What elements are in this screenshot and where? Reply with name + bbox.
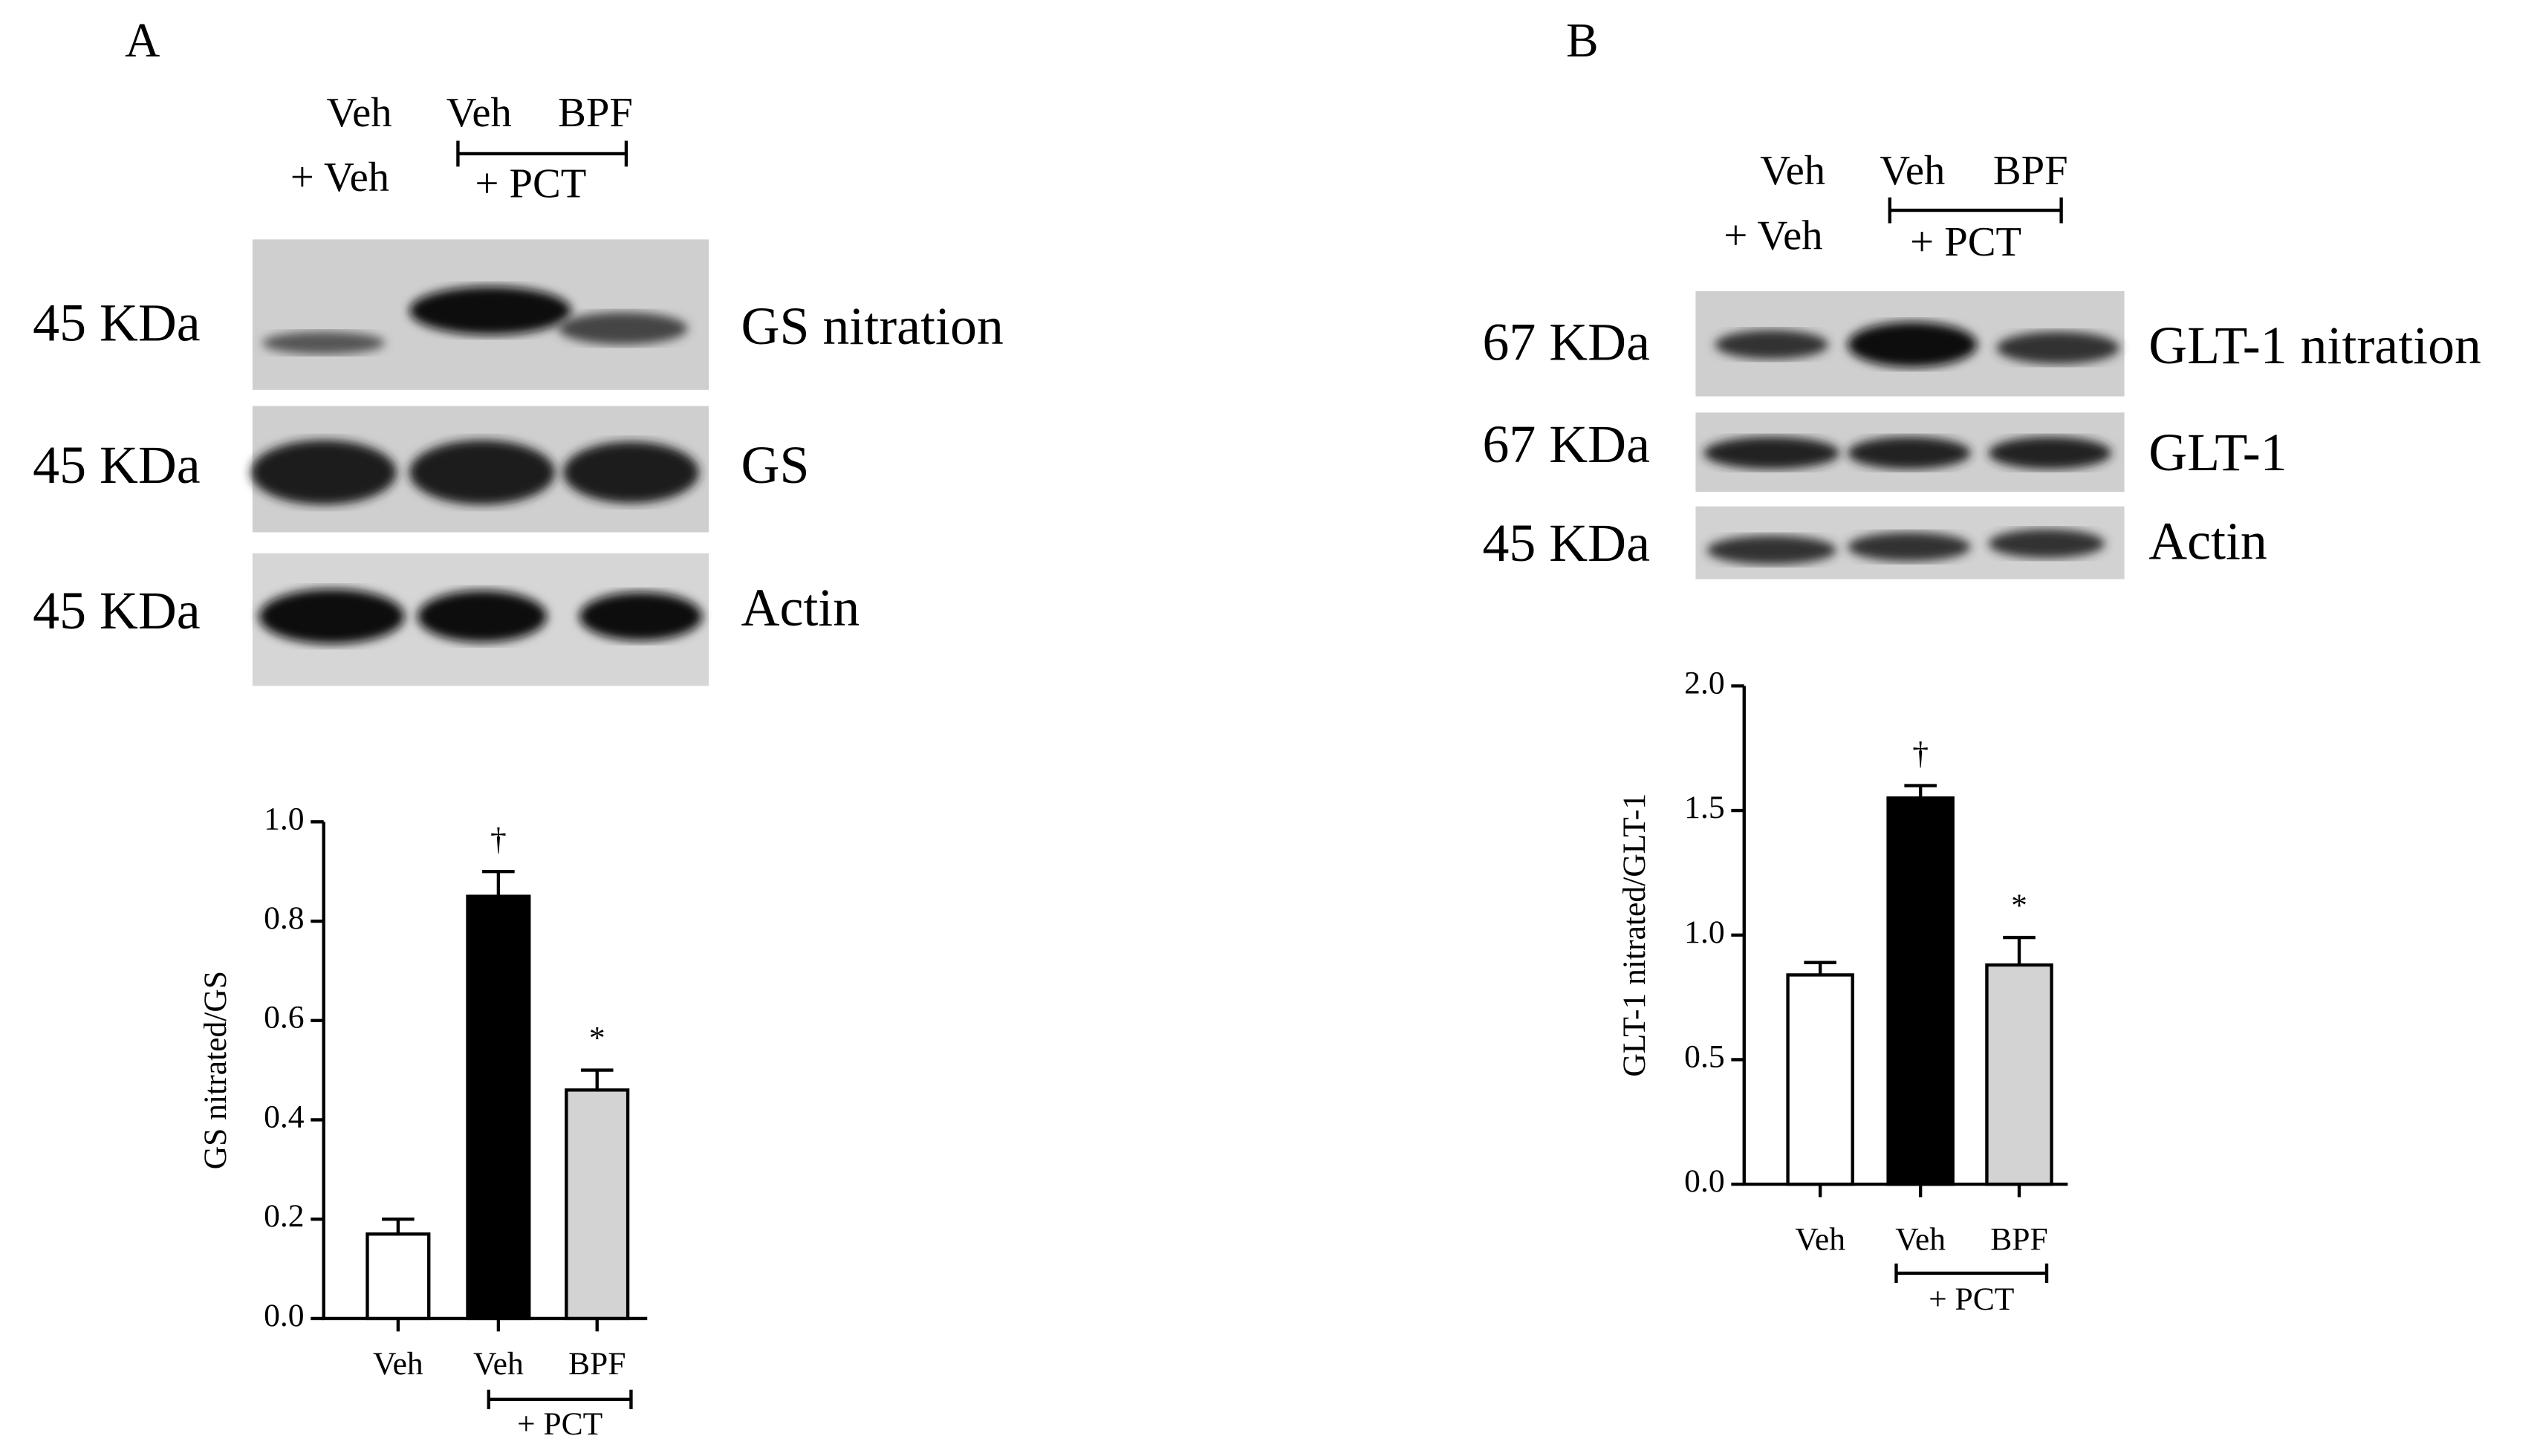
significance-mark: †: [1912, 735, 1929, 771]
significance-mark: *: [589, 1020, 605, 1056]
blot-label: Actin: [2148, 512, 2267, 571]
bar: [366, 1232, 431, 1321]
bar: [1985, 963, 2053, 1186]
blot-label: GLT-1: [2148, 423, 2287, 482]
x-tick-label: Veh: [473, 1346, 524, 1382]
y-tick-label: 1.5: [1684, 790, 1724, 825]
blot-label: GS nitration: [741, 296, 1004, 356]
x-tick-label: BPF: [568, 1346, 626, 1382]
kda-label: 45 KDa: [33, 293, 201, 353]
kda-label: 67 KDa: [1482, 313, 1650, 372]
blot-label: GLT-1 nitration: [2148, 316, 2481, 375]
x-tick-label: Veh: [1795, 1222, 1845, 1258]
lane-label: Veh: [1880, 148, 1945, 194]
blot-label: GS: [741, 435, 810, 495]
y-tick-label: 1.0: [1684, 914, 1724, 950]
y-axis-label: GS nitrated/GS: [198, 971, 233, 1169]
bar: [1886, 796, 1955, 1186]
panel-label: B: [1566, 14, 1599, 68]
x-tick-label: BPF: [1990, 1222, 2047, 1258]
lane-label: + Veh: [1724, 212, 1822, 259]
bracket: [1888, 197, 2063, 224]
y-tick-label: 0.0: [264, 1298, 304, 1333]
bar: [565, 1088, 630, 1321]
bracket: [456, 140, 628, 167]
y-tick-label: 1.0: [264, 801, 304, 836]
kda-label: 45 KDa: [33, 435, 201, 495]
lane-label: Veh: [1760, 148, 1825, 194]
lane-label: Veh: [446, 90, 512, 136]
lane-label: + Veh: [290, 155, 389, 201]
bar: [1786, 973, 1854, 1186]
kda-label: 45 KDa: [33, 581, 201, 640]
significance-mark: *: [2011, 888, 2027, 923]
y-tick-label: 2.0: [1684, 665, 1724, 701]
blot: [250, 239, 709, 686]
significance-mark: †: [490, 822, 507, 857]
y-tick-label: 0.4: [264, 1099, 305, 1134]
blot-label: Actin: [741, 578, 860, 637]
bracket: [1894, 1263, 2049, 1283]
y-tick-label: 0.8: [264, 900, 304, 936]
blot: [1695, 291, 2125, 579]
group-label: + PCT: [517, 1406, 602, 1442]
lane-label: Veh: [327, 90, 392, 136]
lane-label: BPF: [1993, 148, 2068, 194]
bracket: [487, 1389, 633, 1409]
kda-label: 45 KDa: [1482, 513, 1650, 573]
x-tick-label: Veh: [373, 1346, 423, 1382]
bar: [466, 894, 531, 1321]
y-tick-label: 0.5: [1684, 1039, 1724, 1074]
panel-label: A: [125, 14, 160, 68]
lane-label: + PCT: [1910, 219, 2021, 265]
y-tick-label: 0.0: [1684, 1163, 1724, 1199]
lane-label: BPF: [558, 90, 633, 136]
kda-label: 67 KDa: [1482, 415, 1650, 474]
x-tick-label: Veh: [1895, 1222, 1946, 1258]
y-tick-label: 0.6: [264, 1000, 304, 1036]
y-axis-label: GLT-1 nitrated/GLT-1: [1617, 793, 1652, 1077]
group-label: + PCT: [1929, 1281, 2014, 1317]
y-tick-label: 0.2: [264, 1198, 304, 1234]
lane-label: + PCT: [475, 161, 586, 207]
